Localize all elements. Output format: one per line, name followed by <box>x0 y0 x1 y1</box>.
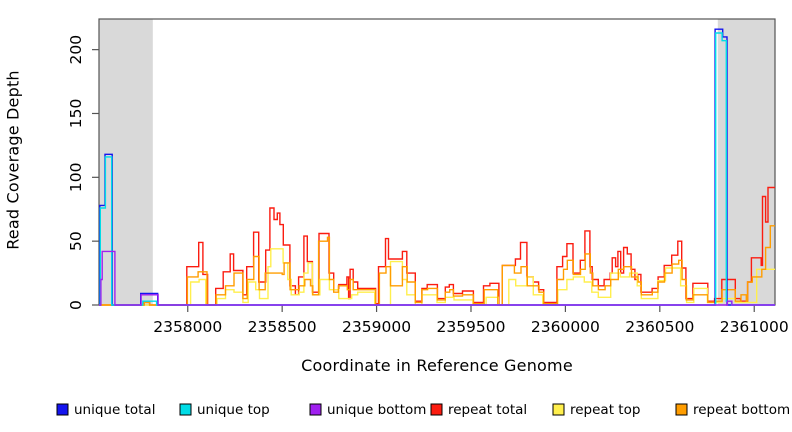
legend-swatch-unique-bottom <box>309 403 322 416</box>
y-tick-label: 50 <box>67 231 85 251</box>
x-tick-label: 2358000 <box>153 318 222 336</box>
legend-label-repeat-bottom: repeat bottom <box>693 402 790 418</box>
x-tick-label: 2359000 <box>342 318 411 336</box>
legend-swatch-repeat-total <box>430 403 443 416</box>
y-axis-title: Read Coverage Depth <box>3 70 23 250</box>
x-tick-label: 2358500 <box>248 318 317 336</box>
y-tick-label: 150 <box>67 99 85 129</box>
y-tick-label: 100 <box>67 163 85 193</box>
legend-label-repeat-total: repeat total <box>448 402 527 418</box>
legend-label-unique-bottom: unique bottom <box>327 402 426 418</box>
y-tick-label: 0 <box>67 300 85 310</box>
series-repeat-bottom <box>99 225 775 306</box>
series-repeat-total <box>99 186 775 306</box>
series-unique-total <box>99 28 775 306</box>
x-tick-label: 2361000 <box>720 318 789 336</box>
x-tick-label: 2360000 <box>531 318 600 336</box>
series-unique-top <box>99 32 775 306</box>
x-tick-label: 2359500 <box>436 318 505 336</box>
legend-label-repeat-top: repeat top <box>570 402 640 418</box>
x-axis-title: Coordinate in Reference Genome <box>301 356 573 375</box>
y-tick-label: 200 <box>67 35 85 65</box>
legend-swatch-unique-total <box>56 403 69 416</box>
legend-swatch-unique-top <box>179 403 192 416</box>
x-tick-label: 2360500 <box>625 318 694 336</box>
shaded-region <box>99 19 153 305</box>
plot-frame <box>98 18 776 306</box>
legend-label-unique-total: unique total <box>74 402 155 418</box>
legend-label-unique-top: unique top <box>197 402 270 418</box>
legend-swatch-repeat-top <box>552 403 565 416</box>
legend-swatch-repeat-bottom <box>675 403 688 416</box>
series-unique-bottom <box>99 250 775 306</box>
